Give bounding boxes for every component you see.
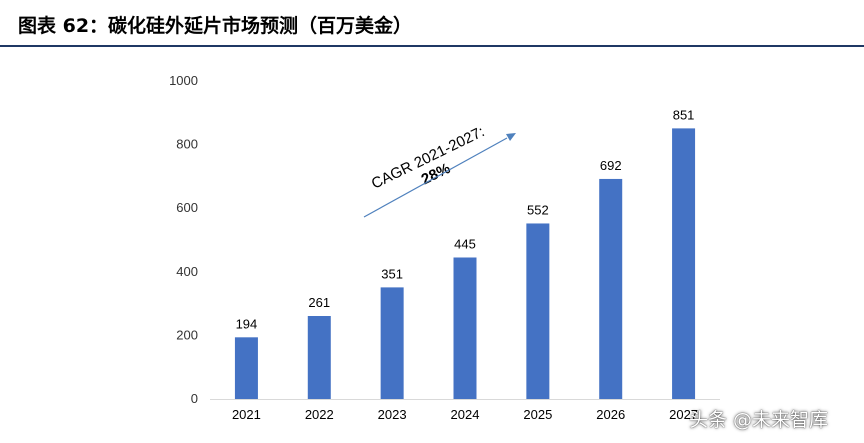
data-label: 194 [236,316,258,331]
x-tick-label: 2024 [451,407,480,422]
cagr-annotation: CAGR 2021-2027: 28% [369,123,487,192]
chart-title: 图表 62：碳化硅外延片市场预测（百万美金） [18,15,413,37]
data-label: 692 [600,158,622,173]
x-tick-label: 2021 [232,407,261,422]
y-tick-label: 800 [176,137,198,152]
y-tick-label: 600 [176,200,198,215]
bar [234,337,258,399]
bar [307,316,331,399]
watermark: 头条 @未来智库 [689,409,829,431]
x-tick-label: 2026 [596,407,625,422]
y-axis: 0 200 400 600 800 1000 [169,73,198,406]
x-tick-label: 2023 [378,407,407,422]
bar [526,223,550,399]
cagr-arrow [363,133,516,218]
y-tick-label: 1000 [169,73,198,88]
y-tick-label: 0 [191,391,198,406]
x-tick-label: 2027 [669,407,698,422]
y-tick-label: 400 [176,264,198,279]
x-axis: 2021 2022 2023 2024 2025 2026 2027 [232,407,698,422]
data-label: 261 [308,295,330,310]
x-tick-label: 2022 [305,407,334,422]
bar [380,287,404,399]
bars [234,128,696,399]
bar [672,128,696,399]
cagr-arrow-head [506,133,516,141]
data-label: 552 [527,202,549,217]
data-label: 851 [673,107,695,122]
bar [599,178,623,399]
data-label: 351 [381,266,403,281]
y-tick-label: 200 [176,327,198,342]
title-divider [0,45,864,47]
data-labels: 194 261 351 445 552 692 851 [236,107,695,331]
bar [453,257,477,399]
x-tick-label: 2025 [523,407,552,422]
data-label: 445 [454,236,476,251]
cagr-arrow-line [363,137,508,218]
